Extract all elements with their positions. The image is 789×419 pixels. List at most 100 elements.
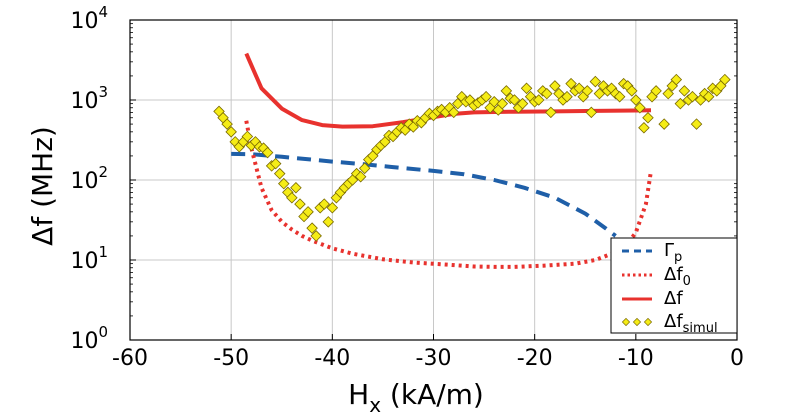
- legend-item: Δf0: [622, 264, 691, 289]
- legend-label-name: Δf: [664, 288, 683, 309]
- data-point: [241, 130, 254, 143]
- data-point: [447, 106, 460, 119]
- data-point: [549, 80, 561, 92]
- x-tick-label: -60: [112, 346, 148, 371]
- data-point: [302, 206, 314, 218]
- legend-label-sub: p: [674, 250, 682, 265]
- data-point: [520, 82, 533, 95]
- data-point: [626, 85, 638, 97]
- data-point: [674, 97, 687, 110]
- data-point: [310, 230, 322, 242]
- legend-label: Δf: [664, 288, 683, 309]
- data-point: [541, 87, 553, 100]
- data-point: [532, 94, 545, 106]
- x-tick-label: -30: [416, 346, 452, 371]
- series-0: [231, 151, 617, 238]
- data-point: [719, 73, 731, 86]
- y-tick-exponent: 4: [98, 3, 108, 21]
- x-axis-ticks: -60 -50 -40 -30 -20 -10 0: [112, 334, 744, 371]
- data-point: [225, 126, 237, 138]
- data-point: [702, 90, 715, 103]
- y-tick-base: 10: [70, 169, 98, 194]
- series-line: [244, 120, 653, 269]
- y-tick-exponent: 3: [98, 83, 108, 101]
- data-point: [326, 201, 339, 214]
- y-tick-exponent: 2: [98, 163, 108, 181]
- x-tick-label: -50: [213, 346, 249, 371]
- data-point: [516, 97, 529, 110]
- data-point: [670, 73, 683, 86]
- y-tick-base: 10: [70, 249, 98, 274]
- y-tick-base: 10: [70, 329, 98, 354]
- series-line: [231, 151, 617, 238]
- legend-label-name: Γ: [664, 240, 674, 261]
- legend-marker: [632, 317, 642, 327]
- x-axis-label: Hx (kA/m): [348, 378, 484, 417]
- x-axis-label-rest: (kA/m): [381, 378, 484, 411]
- y-tick-exponent: 0: [98, 323, 108, 341]
- data-point: [589, 75, 602, 88]
- legend-label: Δfsimul: [664, 311, 718, 336]
- data-point: [496, 97, 509, 110]
- legend-marker: [643, 317, 653, 327]
- x-tick-label: -10: [618, 346, 654, 371]
- data-point: [269, 157, 282, 170]
- plot-area: [213, 52, 731, 269]
- data-point: [630, 94, 642, 106]
- series-3: [213, 73, 731, 242]
- data-point: [508, 94, 521, 106]
- y-tick-base: 10: [70, 9, 98, 34]
- data-point: [318, 198, 331, 210]
- legend-item: Δfsimul: [621, 311, 718, 336]
- data-point: [573, 82, 585, 95]
- data-point: [354, 170, 367, 183]
- legend-item: Γp: [622, 240, 682, 265]
- data-point: [294, 198, 306, 210]
- series-1: [244, 120, 653, 269]
- data-point: [221, 118, 233, 130]
- x-axis-label-sub: x: [369, 393, 381, 417]
- legend-label: Δf0: [664, 264, 691, 289]
- y-tick-base: 10: [70, 89, 98, 114]
- data-point: [322, 216, 335, 228]
- data-point: [306, 222, 318, 234]
- x-tick-label: 0: [730, 346, 744, 371]
- data-point: [613, 90, 626, 103]
- data-point: [565, 77, 577, 90]
- legend-label-name: Δf: [664, 311, 683, 332]
- y-tick-label: 104: [70, 3, 108, 34]
- data-point: [488, 96, 500, 108]
- legend-label-name: Δf: [664, 264, 683, 285]
- data-point: [658, 118, 670, 130]
- data-point: [500, 85, 513, 97]
- legend-marker: [621, 317, 631, 327]
- x-tick-label: -20: [517, 346, 553, 371]
- data-point: [638, 121, 650, 134]
- legend-item: Δf: [622, 288, 683, 309]
- data-point: [686, 90, 699, 103]
- y-axis-label: Δf (MHz): [26, 126, 59, 246]
- legend-label-sub: simul: [683, 321, 718, 336]
- y-tick-label: 100: [70, 323, 108, 354]
- data-point: [634, 101, 646, 114]
- data-point: [290, 181, 302, 194]
- data-point: [678, 85, 691, 97]
- y-tick-label: 102: [70, 163, 108, 194]
- y-tick-label: 101: [70, 243, 108, 274]
- x-axis-label-main: H: [348, 378, 369, 411]
- y-tick-exponent: 1: [98, 243, 108, 261]
- legend-label-sub: 0: [683, 274, 691, 289]
- legend-label: Γp: [664, 240, 682, 265]
- data-point: [545, 106, 557, 119]
- y-tick-label: 103: [70, 83, 108, 114]
- data-point: [581, 85, 594, 97]
- data-point: [585, 106, 598, 119]
- data-point: [561, 90, 573, 103]
- data-point: [650, 85, 662, 97]
- data-point: [642, 111, 654, 124]
- data-point: [662, 87, 674, 100]
- x-tick-label: -40: [314, 346, 350, 371]
